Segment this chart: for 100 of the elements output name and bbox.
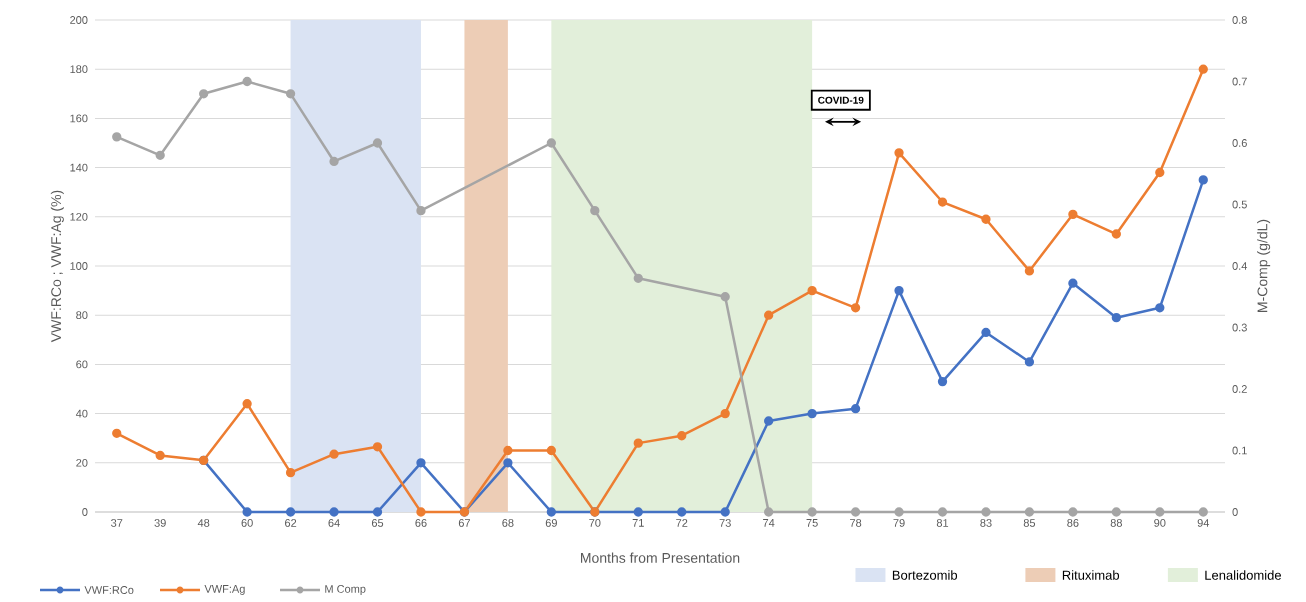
- y2-tick-label: 0.7: [1232, 77, 1247, 86]
- y2-tick-label: 0.5: [1232, 200, 1247, 209]
- point: [1068, 507, 1078, 517]
- point: [155, 150, 165, 160]
- point: [633, 507, 643, 517]
- point: [242, 399, 252, 409]
- x-tick-label: 79: [893, 519, 905, 527]
- point: [285, 89, 296, 99]
- point: [1024, 357, 1035, 367]
- point: [937, 197, 948, 207]
- x-tick-label: 72: [676, 519, 688, 527]
- point: [372, 507, 383, 517]
- point: [677, 507, 687, 517]
- point: [285, 467, 296, 478]
- y-tick-label: 100: [70, 262, 88, 270]
- point: [1198, 64, 1208, 74]
- point: [1024, 266, 1035, 276]
- point: [1111, 507, 1121, 517]
- x-tick-label: 71: [632, 519, 644, 527]
- point: [329, 507, 339, 517]
- point: [503, 445, 513, 456]
- point: [329, 449, 339, 459]
- point: [1155, 507, 1165, 517]
- point: [1198, 507, 1208, 517]
- x-tick-label: 68: [502, 519, 514, 527]
- point: [807, 285, 817, 296]
- x-tick-label: 65: [371, 519, 384, 527]
- y2-tick-label: 0: [1232, 508, 1238, 516]
- legend-label: VWF:RCo: [84, 586, 134, 594]
- point: [720, 507, 730, 517]
- y-tick-label: 160: [70, 114, 88, 123]
- y2-tick-label: 0.3: [1232, 323, 1247, 332]
- y-tick-label: 200: [70, 16, 88, 24]
- x-tick-label: 73: [719, 519, 731, 527]
- point: [1155, 167, 1165, 178]
- point: [807, 408, 817, 419]
- y2-tick-label: 0.6: [1232, 139, 1247, 147]
- x-tick-label: 48: [197, 519, 210, 527]
- x-tick-label: 78: [850, 519, 862, 527]
- point: [1024, 507, 1035, 517]
- y-tick-label: 180: [70, 65, 88, 74]
- point: [199, 89, 209, 99]
- x-tick-label: 66: [415, 519, 427, 527]
- point: [372, 138, 383, 148]
- point: [764, 416, 774, 426]
- y2-axis-title: M-Comp (g/dL): [1257, 219, 1271, 312]
- point: [112, 132, 122, 142]
- x-axis-title: Months from Presentation: [581, 552, 740, 563]
- point: [416, 206, 426, 216]
- point: [372, 442, 383, 452]
- x-tick-label: 70: [589, 519, 601, 527]
- point: [546, 507, 556, 517]
- x-tick-label: 90: [1154, 519, 1166, 527]
- x-tick-label: 86: [1067, 519, 1079, 527]
- annotation: COVID-19: [818, 96, 864, 104]
- x-tick-label: 67: [458, 519, 471, 527]
- point: [329, 156, 339, 167]
- y-tick-label: 60: [76, 360, 88, 369]
- x-tick-label: 75: [806, 519, 818, 527]
- point: [764, 507, 774, 517]
- point: [242, 507, 252, 517]
- point: [590, 206, 600, 216]
- legend-label: VWF:Ag: [204, 585, 245, 595]
- y-tick-label: 120: [70, 212, 88, 221]
- point: [850, 507, 861, 517]
- x-tick-label: 81: [936, 519, 949, 527]
- point: [1198, 175, 1208, 185]
- point: [1111, 229, 1121, 239]
- point: [981, 214, 991, 224]
- x-tick-label: 85: [1023, 519, 1036, 527]
- point: [981, 507, 991, 517]
- x-tick-label: 37: [111, 519, 123, 527]
- y2-tick-label: 0.8: [1232, 16, 1247, 24]
- point: [633, 438, 643, 448]
- legend-label: Rituximab: [1062, 570, 1120, 580]
- x-tick-label: 94: [1197, 519, 1210, 527]
- y2-tick-label: 0.2: [1232, 385, 1247, 393]
- point: [1068, 209, 1078, 219]
- point: [894, 148, 904, 158]
- point: [416, 458, 426, 468]
- x-tick-label: 64: [328, 519, 340, 527]
- x-tick-label: 60: [241, 519, 253, 527]
- y-tick-label: 140: [70, 163, 88, 172]
- point: [937, 507, 948, 517]
- x-tick-label: 69: [545, 519, 557, 527]
- point: [894, 285, 904, 296]
- point: [285, 507, 296, 517]
- x-tick-label: 88: [1110, 519, 1122, 527]
- y2-tick-label: 0.4: [1232, 262, 1248, 270]
- legend-label: Bortezomib: [892, 570, 958, 580]
- point: [850, 404, 861, 414]
- y-tick-label: 40: [75, 409, 88, 418]
- point: [677, 431, 687, 441]
- legend-label: M Comp: [325, 585, 366, 595]
- point: [546, 445, 556, 456]
- point: [155, 450, 165, 461]
- point: [1111, 313, 1121, 323]
- point: [112, 428, 122, 438]
- x-tick-label: 62: [285, 519, 297, 527]
- point: [242, 76, 252, 87]
